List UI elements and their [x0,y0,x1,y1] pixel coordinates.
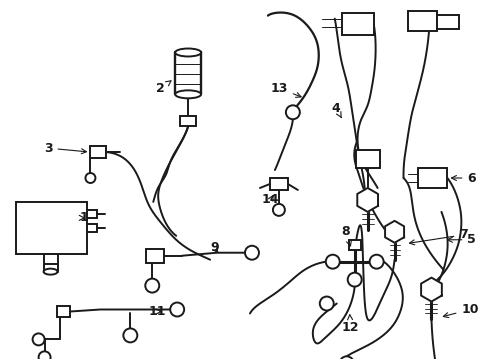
Text: 5: 5 [447,233,476,246]
Circle shape [170,302,184,316]
Text: 11: 11 [148,305,166,318]
Polygon shape [421,278,442,302]
Circle shape [320,297,334,310]
Bar [180,116,196,126]
Circle shape [286,105,300,119]
Ellipse shape [175,90,201,98]
Text: 9: 9 [210,241,219,254]
Text: 13: 13 [270,82,301,98]
Circle shape [245,246,259,260]
Bar [87,210,98,218]
Text: 2: 2 [156,81,171,95]
Polygon shape [385,221,404,243]
Circle shape [145,279,159,293]
Text: 12: 12 [342,315,359,334]
Text: 8: 8 [342,225,351,246]
Text: 4: 4 [332,102,342,118]
Circle shape [348,273,362,287]
Circle shape [273,204,285,216]
Text: 14: 14 [262,193,279,206]
Bar [147,249,164,263]
Circle shape [85,173,96,183]
Bar [91,146,106,158]
Text: 7: 7 [410,228,468,245]
Circle shape [369,255,384,269]
Ellipse shape [44,269,57,275]
Text: 3: 3 [44,141,86,155]
Circle shape [33,333,45,345]
Circle shape [326,255,340,269]
Circle shape [123,328,137,342]
Bar [16,202,87,254]
Circle shape [340,356,354,360]
Bar [56,306,71,318]
Bar [87,224,98,232]
Bar [270,178,288,190]
Bar [349,240,361,250]
Bar [438,15,460,28]
Text: 1: 1 [79,211,89,224]
Bar [408,11,438,31]
Ellipse shape [175,49,201,57]
Circle shape [39,351,50,360]
Text: 10: 10 [443,303,479,318]
Bar [342,13,374,35]
Polygon shape [357,188,378,212]
Bar [44,254,57,264]
Bar [356,150,380,168]
Text: 6: 6 [451,171,476,185]
Bar [417,168,447,188]
